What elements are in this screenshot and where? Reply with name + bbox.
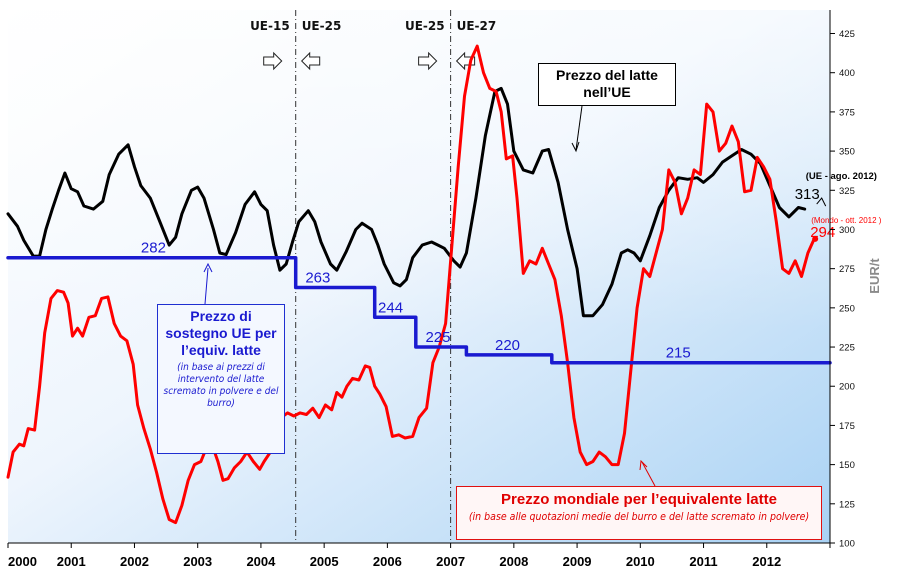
eu-price-pointer (575, 105, 583, 151)
x-tick-label: 2012 (752, 554, 781, 569)
enlargement-label-right: UE-27 (457, 19, 497, 33)
step-value-label: 263 (305, 269, 330, 286)
y-tick-label: 300 (839, 225, 855, 236)
y-tick-label: 100 (839, 539, 855, 550)
arrow-right-icon (263, 51, 283, 71)
eu-price-annotation: Prezzo del latte nell’UE (538, 63, 676, 106)
x-tick-label: 2009 (563, 554, 592, 569)
x-tick-label: 2002 (120, 554, 149, 569)
arrow-right-icon (418, 51, 438, 71)
arrow-right-shape (263, 51, 283, 71)
step-value-label: 220 (495, 337, 520, 354)
step-value-label: 225 (425, 329, 450, 346)
world-price-pointer (641, 461, 656, 487)
series-line (6, 86, 807, 318)
y-tick-label: 225 (839, 343, 855, 354)
enlargement-label-left: UE-15 (250, 19, 290, 33)
world-price-pointer-head (639, 459, 648, 471)
x-tick-label: 2003 (183, 554, 212, 569)
support-price-pointer-head (203, 262, 213, 273)
arrow-left-icon (300, 51, 321, 71)
x-tick-label: 2011 (689, 554, 717, 569)
eu-end-note: (UE - ago. 2012) (806, 171, 877, 182)
arrow-left-shape (300, 51, 321, 71)
y-axis-label: EUR/t (867, 258, 882, 294)
y-tick-label: 125 (839, 499, 855, 510)
support-price-title: Prezzo di sostegno UE per l’equiv. latte (165, 308, 277, 358)
x-tick-label: 2001 (57, 554, 86, 569)
x-tick-label: 2005 (310, 554, 339, 569)
series-line (6, 44, 816, 525)
eu-price-title: Prezzo del latte nell’UE (556, 67, 658, 100)
support-price-subtitle: (in base ai prezzi di intervento del lat… (163, 362, 279, 409)
enlargement-label-right: UE-25 (302, 19, 342, 33)
step-value-label: 215 (666, 345, 691, 362)
world-price-subtitle: (in base alle quotazioni medie del burro… (468, 511, 810, 523)
y-tick-label: 375 (839, 107, 855, 118)
y-tick-label: 250 (839, 303, 855, 314)
arrow-right-shape (418, 51, 438, 71)
step-value-label: 282 (141, 240, 166, 257)
eu-end-value: 313 (795, 186, 820, 203)
world-price-annotation: Prezzo mondiale per l’equivalente latte … (456, 486, 822, 540)
y-tick-label: 175 (839, 421, 855, 432)
x-tick-label: 2008 (499, 554, 528, 569)
y-tick-label: 425 (839, 29, 855, 40)
support-price-annotation: Prezzo di sostegno UE per l’equiv. latte… (157, 304, 285, 454)
x-tick-label: 2010 (626, 554, 655, 569)
y-tick-label: 275 (839, 264, 855, 275)
eu-end-pointer (816, 197, 827, 207)
support-price-pointer (204, 267, 209, 305)
enlargement-label-left: UE-25 (405, 19, 445, 33)
y-tick-label: 200 (839, 382, 855, 393)
x-tick-label: 2000 (8, 554, 37, 569)
world-end-note: (Mondo - ott. 2012 ) (811, 216, 882, 225)
x-tick-label: 2006 (373, 554, 402, 569)
y-tick-label: 325 (839, 186, 855, 197)
step-value-label: 244 (378, 299, 403, 316)
x-tick-label: 2007 (436, 554, 465, 569)
y-tick-label: 350 (839, 147, 855, 158)
x-tick-label: 2004 (246, 554, 276, 569)
y-tick-label: 150 (839, 460, 855, 471)
world-price-title: Prezzo mondiale per l’equivalente latte (501, 491, 777, 508)
series-line (6, 255, 832, 365)
eu-price-pointer-head (571, 141, 580, 153)
world-end-marker (812, 235, 819, 242)
plot-background-fade (8, 10, 830, 543)
y-tick-label: 400 (839, 68, 855, 79)
